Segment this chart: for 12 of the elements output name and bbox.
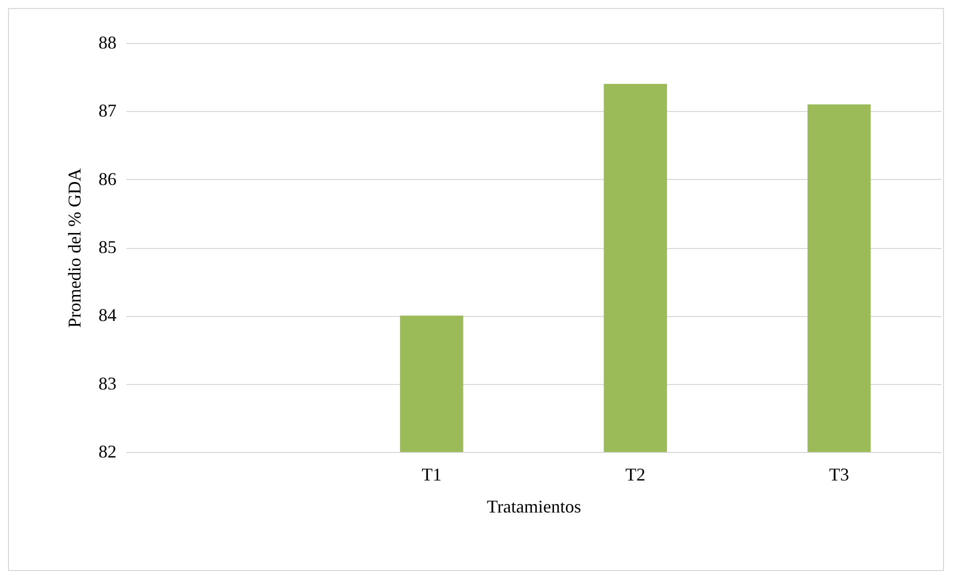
y-tick-label: 83 bbox=[98, 373, 116, 394]
y-tick-label: 82 bbox=[98, 442, 116, 462]
x-tick-label: T2 bbox=[625, 464, 646, 484]
y-tick-label: 85 bbox=[98, 237, 116, 257]
y-axis-title: Promedio del % GDA bbox=[64, 168, 84, 328]
y-tick-label: 86 bbox=[98, 168, 116, 189]
x-tick-label: T1 bbox=[422, 464, 442, 484]
x-axis-title: Tratamientos bbox=[486, 496, 582, 516]
x-tick-label: T3 bbox=[829, 464, 850, 484]
y-tick-label: 84 bbox=[98, 305, 116, 326]
y-tick-label: 87 bbox=[98, 100, 116, 121]
y-tick-label: 88 bbox=[98, 32, 116, 52]
